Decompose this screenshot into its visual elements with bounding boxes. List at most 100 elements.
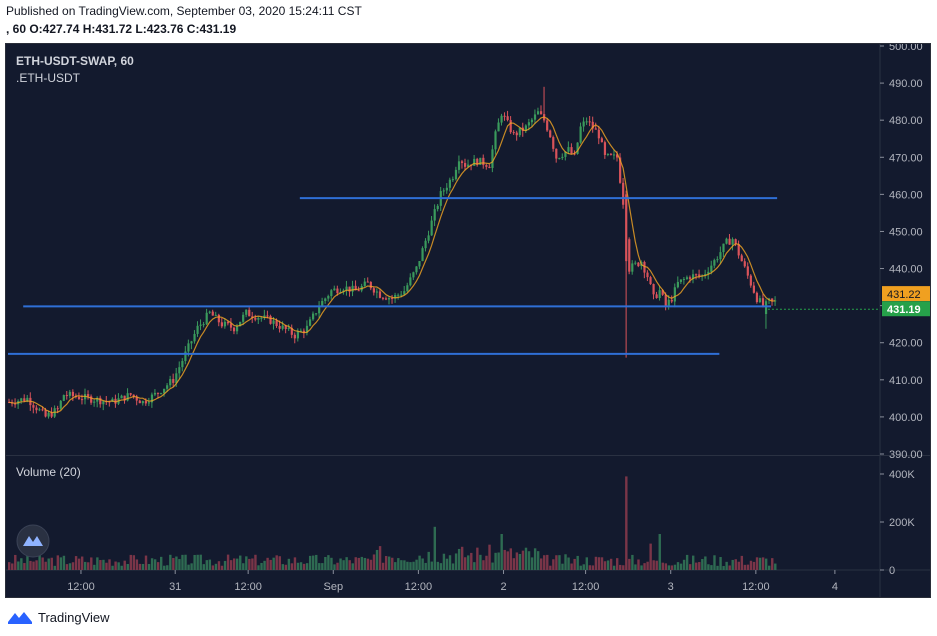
candle-body (41, 409, 44, 411)
candle-body (676, 281, 679, 288)
volume-bar (302, 563, 306, 570)
volume-bar (135, 559, 139, 570)
candle-body (448, 179, 451, 188)
candle-body (77, 396, 81, 400)
volume-bar (579, 565, 582, 570)
candle-body (327, 296, 330, 299)
price-tick-label: 390.00 (889, 449, 923, 461)
candle-body (679, 279, 683, 282)
volume-bar (84, 561, 87, 570)
volume-bar (47, 558, 50, 570)
volume-bar (38, 554, 41, 570)
candle-body (254, 317, 257, 320)
candle-body (187, 343, 190, 352)
volume-bar (269, 559, 272, 570)
candle-body (245, 309, 248, 315)
candle-body (302, 330, 306, 333)
candle-body (68, 391, 71, 396)
volume-bar (667, 565, 671, 570)
volume-bar (643, 563, 646, 570)
volume-bar (263, 560, 266, 570)
volume-bar (673, 564, 677, 570)
candle-body (540, 111, 543, 115)
volume-bar (126, 563, 129, 570)
candle-body (299, 330, 303, 332)
candle-body (305, 325, 309, 333)
volume-bar (193, 554, 196, 570)
volume-bar (232, 558, 236, 570)
volume-bar (44, 561, 47, 570)
candle-body (321, 300, 324, 307)
candlestick-chart[interactable]: 390.00400.00410.00420.00430.00440.00450.… (6, 44, 931, 598)
volume-bar (14, 554, 17, 570)
volume-bar (482, 560, 485, 570)
volume-bar (649, 543, 652, 570)
volume-bar (156, 562, 160, 570)
volume-bar (710, 565, 713, 570)
volume-bar (658, 534, 661, 570)
candle-body (239, 321, 242, 327)
volume-bar (336, 562, 339, 570)
volume-bar (308, 555, 312, 570)
volume-bar (327, 555, 330, 570)
volume-bar (695, 562, 698, 570)
candle-body (692, 274, 695, 279)
candle-body (527, 122, 531, 126)
volume-bar (725, 561, 728, 570)
candle-body (357, 290, 360, 292)
volume-bar (588, 565, 592, 570)
candle-body (90, 396, 93, 403)
price-tick-label: 470.00 (889, 152, 923, 164)
volume-bar (460, 546, 464, 570)
volume-bar (436, 561, 440, 570)
candle-body (500, 115, 503, 123)
candle-body (536, 111, 540, 115)
candle-body (588, 121, 591, 123)
volume-bar (339, 558, 342, 570)
candle-body (688, 277, 692, 279)
candle-body (433, 209, 436, 221)
volume-bar (682, 559, 686, 570)
candle-body (251, 316, 254, 318)
candle-body (354, 285, 357, 291)
volume-bar (23, 563, 26, 570)
candle-body (205, 312, 208, 325)
volume-bar (284, 564, 288, 570)
volume-bar (570, 563, 573, 570)
candle-body (403, 291, 406, 295)
price-tick-label: 440.00 (889, 264, 923, 276)
volume-bar (117, 562, 120, 570)
volume-bar (315, 554, 318, 570)
tradingview-brand[interactable]: TradingView (38, 609, 110, 625)
candle-body (324, 298, 327, 301)
volume-bar (692, 555, 695, 570)
candle-body (336, 288, 339, 294)
volume-bar (755, 557, 759, 570)
price-tick-label: 410.00 (889, 375, 923, 387)
chart-panel[interactable]: 390.00400.00410.00420.00430.00440.00450.… (5, 43, 931, 598)
candle-body (491, 149, 494, 169)
candle-body (232, 327, 236, 332)
candle-body (427, 235, 430, 241)
candle-body (746, 266, 749, 276)
candle-body (670, 299, 673, 302)
candle-body (737, 244, 740, 256)
volume-bar (71, 562, 75, 570)
volume-bar (138, 563, 142, 570)
candle-body (643, 261, 646, 273)
candle-body (749, 275, 752, 286)
volume-bar (521, 550, 525, 570)
price-axis-background (880, 44, 930, 597)
volume-bar (305, 563, 309, 570)
candle-body (381, 297, 385, 299)
volume-bar (296, 562, 300, 570)
volume-bar (65, 564, 69, 570)
candle-body (622, 182, 625, 205)
volume-bar (518, 553, 522, 570)
volume-bar (102, 559, 105, 570)
volume-bar (540, 558, 543, 570)
volume-bar (99, 560, 102, 570)
volume-bar (764, 558, 768, 570)
candle-body (634, 262, 637, 264)
candle-body (281, 325, 284, 329)
